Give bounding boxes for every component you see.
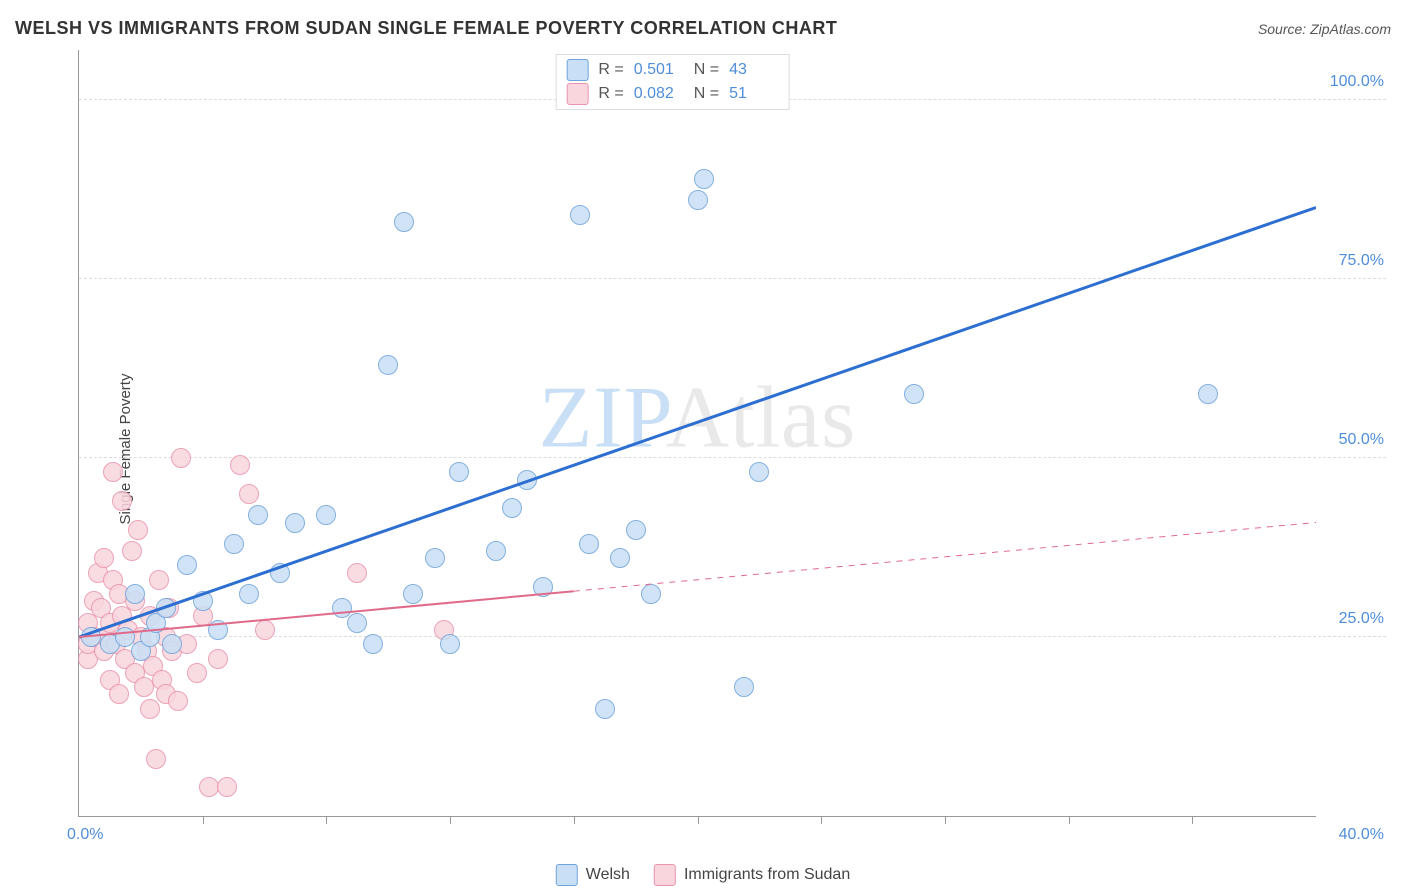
data-point-sudan: [239, 484, 259, 504]
data-point-welsh: [449, 462, 469, 482]
x-axis-tick: [698, 816, 699, 824]
data-point-welsh: [248, 505, 268, 525]
legend-item-sudan: Immigrants from Sudan: [654, 864, 850, 886]
gridline: [79, 636, 1386, 637]
data-point-sudan: [255, 620, 275, 640]
data-point-sudan: [109, 684, 129, 704]
data-point-sudan: [146, 749, 166, 769]
data-point-welsh: [626, 520, 646, 540]
data-point-welsh: [156, 598, 176, 618]
data-point-welsh: [193, 591, 213, 611]
data-point-welsh: [316, 505, 336, 525]
data-point-welsh: [285, 513, 305, 533]
data-point-sudan: [128, 520, 148, 540]
data-point-welsh: [694, 169, 714, 189]
data-point-sudan: [171, 448, 191, 468]
data-point-sudan: [103, 462, 123, 482]
data-point-sudan: [168, 691, 188, 711]
data-point-sudan: [122, 541, 142, 561]
data-point-sudan: [230, 455, 250, 475]
stats-legend-row-sudan: R = 0.082 N = 51: [566, 82, 779, 106]
x-axis-tick: [203, 816, 204, 824]
data-point-sudan: [134, 677, 154, 697]
data-point-sudan: [199, 777, 219, 797]
y-axis-tick-label: 100.0%: [1330, 73, 1384, 91]
data-point-welsh: [486, 541, 506, 561]
data-point-welsh: [904, 384, 924, 404]
data-point-welsh: [378, 355, 398, 375]
source-attribution: Source: ZipAtlas.com: [1258, 21, 1391, 37]
data-point-welsh: [1198, 384, 1218, 404]
series-legend: Welsh Immigrants from Sudan: [556, 864, 850, 886]
data-point-welsh: [425, 548, 445, 568]
x-axis-tick: [326, 816, 327, 824]
data-point-welsh: [125, 584, 145, 604]
x-axis-tick: [821, 816, 822, 824]
data-point-welsh: [403, 584, 423, 604]
gridline: [79, 278, 1386, 279]
stats-legend-row-welsh: R = 0.501 N = 43: [566, 58, 779, 82]
data-point-welsh: [270, 563, 290, 583]
x-axis-tick: [1192, 816, 1193, 824]
data-point-welsh: [533, 577, 553, 597]
swatch-sudan: [654, 864, 676, 886]
x-axis-max-label: 40.0%: [1339, 826, 1384, 844]
data-point-welsh: [177, 555, 197, 575]
legend-item-welsh: Welsh: [556, 864, 630, 886]
data-point-welsh: [347, 613, 367, 633]
data-point-welsh: [610, 548, 630, 568]
plot-area: ZIPAtlas R = 0.501 N = 43 R = 0.082 N = …: [78, 50, 1316, 817]
data-point-sudan: [149, 570, 169, 590]
chart-container: Single Female Poverty ZIPAtlas R = 0.501…: [50, 50, 1386, 847]
x-axis-tick: [945, 816, 946, 824]
data-point-welsh: [595, 699, 615, 719]
x-axis-tick: [1069, 816, 1070, 824]
data-point-welsh: [749, 462, 769, 482]
data-point-welsh: [394, 212, 414, 232]
y-axis-tick-label: 50.0%: [1339, 431, 1384, 449]
data-point-welsh: [734, 677, 754, 697]
data-point-welsh: [224, 534, 244, 554]
data-point-welsh: [81, 627, 101, 647]
y-axis-tick-label: 75.0%: [1339, 252, 1384, 270]
data-point-welsh: [162, 634, 182, 654]
swatch-welsh: [566, 59, 588, 81]
y-axis-tick-label: 25.0%: [1339, 610, 1384, 628]
x-axis-min-label: 0.0%: [67, 826, 103, 844]
data-point-welsh: [641, 584, 661, 604]
stats-legend: R = 0.501 N = 43 R = 0.082 N = 51: [555, 54, 790, 110]
data-point-sudan: [347, 563, 367, 583]
data-point-sudan: [217, 777, 237, 797]
chart-title: WELSH VS IMMIGRANTS FROM SUDAN SINGLE FE…: [15, 18, 837, 39]
data-point-welsh: [440, 634, 460, 654]
data-point-welsh: [208, 620, 228, 640]
data-point-welsh: [239, 584, 259, 604]
swatch-sudan: [566, 83, 588, 105]
data-point-sudan: [94, 548, 114, 568]
data-point-welsh: [502, 498, 522, 518]
swatch-welsh: [556, 864, 578, 886]
data-point-welsh: [688, 190, 708, 210]
data-point-welsh: [517, 470, 537, 490]
data-point-sudan: [208, 649, 228, 669]
data-point-sudan: [112, 491, 132, 511]
x-axis-tick: [450, 816, 451, 824]
x-axis-tick: [574, 816, 575, 824]
data-point-welsh: [363, 634, 383, 654]
data-point-sudan: [187, 663, 207, 683]
data-point-sudan: [140, 699, 160, 719]
gridline: [79, 457, 1386, 458]
data-point-welsh: [579, 534, 599, 554]
data-point-welsh: [570, 205, 590, 225]
